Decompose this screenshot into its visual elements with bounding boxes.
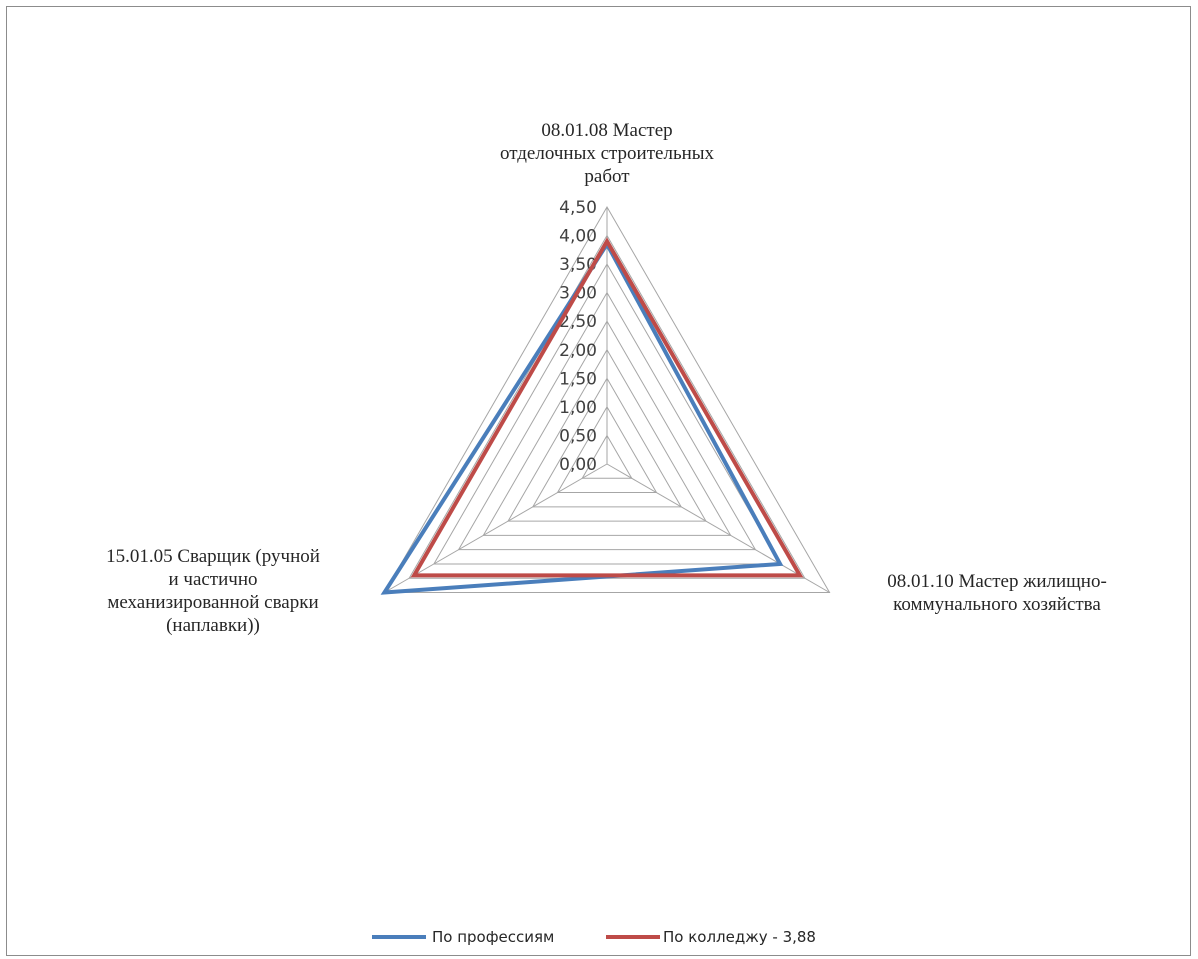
tick-label-2: 1,00 bbox=[559, 398, 597, 418]
category-label-1: 08.01.10 Мастер жилищно-коммунального хо… bbox=[887, 571, 1107, 615]
legend-label-series-0: По профессиям bbox=[432, 928, 554, 946]
category-label-0: 08.01.08 Мастер отделочных строительных ра… bbox=[500, 120, 715, 187]
category-label-2: 15.01.05 Сварщик (ручной и частично механи… bbox=[106, 546, 320, 636]
legend: По профессиям По колледжу - 3,88 bbox=[372, 928, 816, 946]
tick-label-0: 0,00 bbox=[559, 455, 597, 475]
tick-label-9: 4,50 bbox=[559, 198, 597, 218]
tick-label-1: 0,50 bbox=[559, 426, 597, 446]
tick-label-8: 4,00 bbox=[559, 227, 597, 247]
tick-label-4: 2,00 bbox=[559, 341, 597, 361]
category-labels: 08.01.08 Мастер отделочных строительных ра… bbox=[106, 120, 1107, 636]
grid-spoke-2 bbox=[384, 464, 607, 593]
tick-label-3: 1,50 bbox=[559, 369, 597, 389]
legend-label-series-1: По колледжу - 3,88 bbox=[663, 928, 816, 946]
